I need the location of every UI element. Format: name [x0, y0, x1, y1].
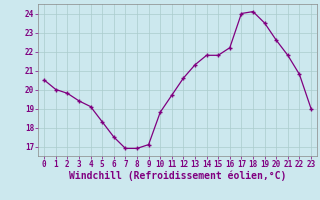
X-axis label: Windchill (Refroidissement éolien,°C): Windchill (Refroidissement éolien,°C) — [69, 171, 286, 181]
